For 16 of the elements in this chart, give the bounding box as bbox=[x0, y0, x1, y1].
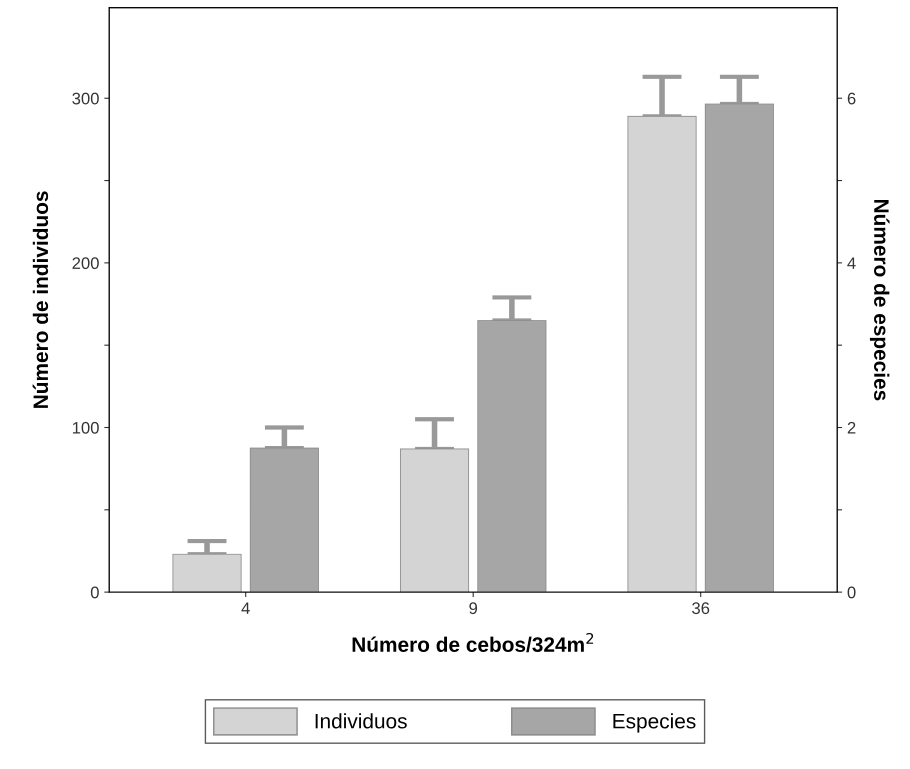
y-tick-label: 300 bbox=[72, 92, 99, 104]
y-tick-label: 100 bbox=[72, 422, 99, 434]
legend-label: Individuos bbox=[316, 713, 407, 729]
y2-tick-label: 4 bbox=[847, 257, 856, 269]
y2-tick-label: 2 bbox=[848, 422, 856, 434]
y2-tick-label: 0 bbox=[848, 586, 856, 598]
y2-tick-label: 6 bbox=[848, 92, 856, 104]
y-axis-title: Número de individuos bbox=[32, 191, 48, 408]
y-tick-label: 0 bbox=[90, 586, 99, 598]
y2-axis-title: Número de especies bbox=[870, 200, 890, 400]
y-tick-label: 200 bbox=[72, 257, 99, 270]
x-tick-label: 4 bbox=[241, 602, 250, 614]
legend-label: Especies bbox=[613, 713, 696, 733]
x-tick-label: 9 bbox=[469, 602, 478, 614]
x-tick-label: 36 bbox=[692, 602, 710, 614]
x-axis-title: Número de cebos/324m$^{2}$ bbox=[352, 632, 594, 652]
